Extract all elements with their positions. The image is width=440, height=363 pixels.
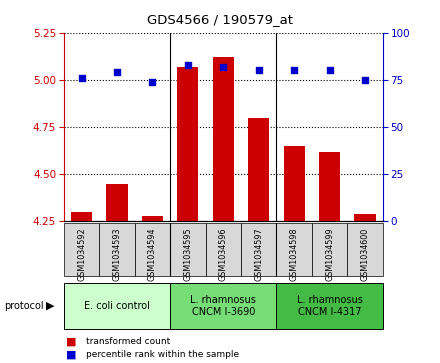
Bar	[135, 223, 170, 276]
Text: GSM1034598: GSM1034598	[290, 228, 299, 281]
Bar	[355, 214, 376, 221]
Point	[114, 69, 121, 75]
Text: GSM1034596: GSM1034596	[219, 228, 228, 281]
Text: percentile rank within the sample: percentile rank within the sample	[86, 350, 239, 359]
Text: ■: ■	[66, 350, 77, 360]
Point	[149, 79, 156, 85]
Text: GSM1034595: GSM1034595	[183, 228, 192, 281]
Bar	[99, 223, 135, 276]
Bar	[276, 283, 383, 329]
Bar	[142, 216, 163, 221]
Point	[362, 77, 369, 83]
Bar	[106, 184, 128, 221]
Bar	[71, 212, 92, 221]
Text: GDS4566 / 190579_at: GDS4566 / 190579_at	[147, 13, 293, 26]
Bar	[177, 67, 198, 221]
Text: ▶: ▶	[46, 301, 55, 311]
Bar	[283, 146, 305, 221]
Point	[326, 68, 333, 73]
Text: GSM1034597: GSM1034597	[254, 228, 263, 281]
Text: protocol: protocol	[4, 301, 44, 311]
Text: L. rhamnosus
CNCM I-3690: L. rhamnosus CNCM I-3690	[191, 295, 256, 317]
Bar	[64, 223, 99, 276]
Bar	[276, 223, 312, 276]
Point	[184, 62, 191, 68]
Bar	[170, 223, 205, 276]
Bar	[312, 223, 347, 276]
Bar	[347, 223, 383, 276]
Bar	[241, 223, 276, 276]
Point	[291, 68, 298, 73]
Point	[255, 68, 262, 73]
Text: GSM1034594: GSM1034594	[148, 228, 157, 281]
Bar	[248, 118, 269, 221]
Point	[78, 75, 85, 81]
Text: L. rhamnosus
CNCM I-4317: L. rhamnosus CNCM I-4317	[297, 295, 363, 317]
Bar	[319, 152, 340, 221]
Text: E. coli control: E. coli control	[84, 301, 150, 311]
Text: GSM1034592: GSM1034592	[77, 228, 86, 281]
Text: ■: ■	[66, 336, 77, 346]
Bar	[64, 283, 170, 329]
Text: GSM1034600: GSM1034600	[360, 228, 370, 281]
Bar	[205, 223, 241, 276]
Bar	[170, 283, 276, 329]
Text: GSM1034593: GSM1034593	[113, 228, 121, 281]
Bar	[213, 57, 234, 221]
Text: GSM1034599: GSM1034599	[325, 228, 334, 281]
Text: transformed count: transformed count	[86, 337, 170, 346]
Point	[220, 64, 227, 70]
